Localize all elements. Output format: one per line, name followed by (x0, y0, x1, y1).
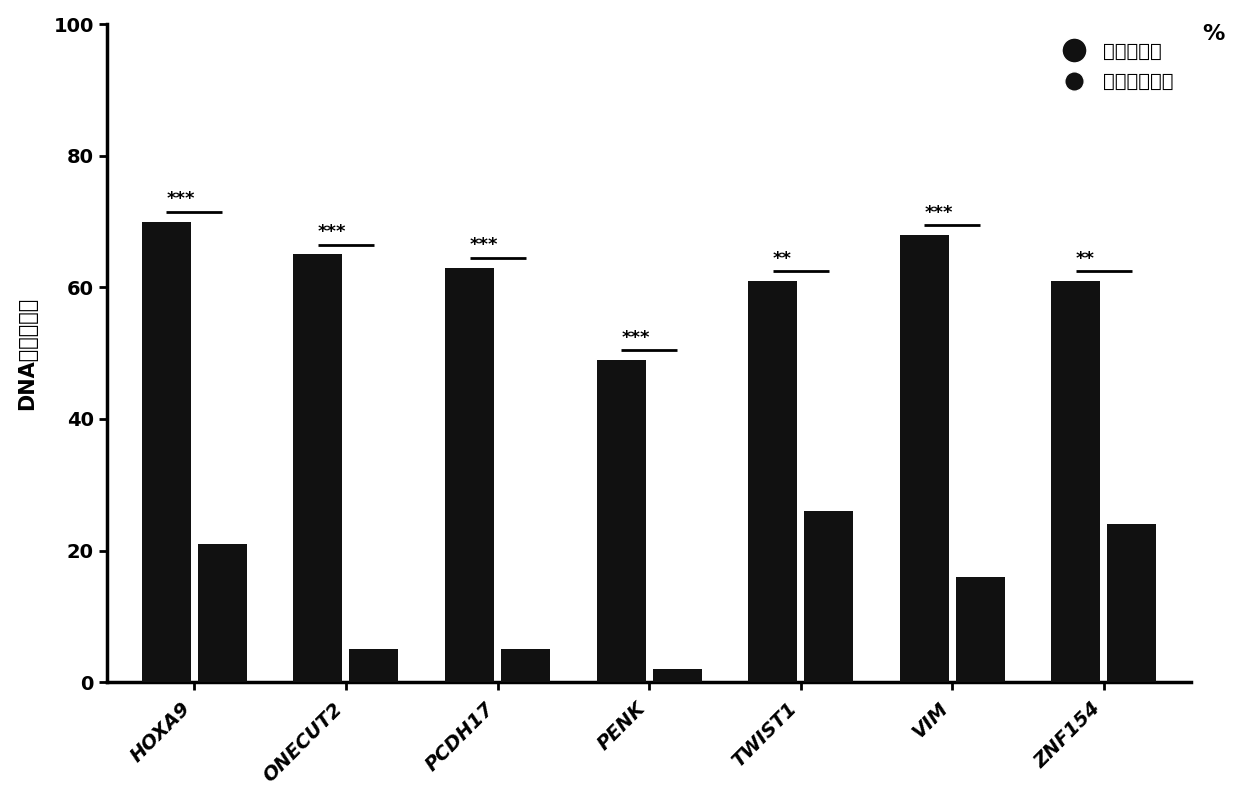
Text: **: ** (773, 249, 791, 268)
Bar (445, 268, 494, 683)
Bar (805, 511, 853, 683)
Y-axis label: DNA甲基化概率: DNA甲基化概率 (16, 297, 37, 410)
Text: ***: *** (166, 190, 195, 209)
Bar (294, 254, 342, 683)
Text: ***: *** (317, 223, 346, 241)
Legend: 膀胱癌患者, 非膀胱癌患者: 膀胱癌患者, 非膀胱癌患者 (1047, 34, 1182, 99)
Text: **: ** (1076, 249, 1095, 268)
Bar (748, 281, 797, 683)
Bar (1107, 525, 1157, 683)
Bar (956, 577, 1004, 683)
Bar (900, 235, 949, 683)
Bar (501, 650, 551, 683)
Text: ***: *** (470, 237, 498, 254)
Text: %: % (1203, 24, 1225, 44)
Bar (1052, 281, 1100, 683)
Bar (652, 669, 702, 683)
Bar (350, 650, 398, 683)
Bar (596, 360, 646, 683)
Text: ***: *** (924, 204, 952, 221)
Bar (141, 221, 191, 683)
Bar (198, 544, 247, 683)
Text: ***: *** (621, 329, 650, 346)
